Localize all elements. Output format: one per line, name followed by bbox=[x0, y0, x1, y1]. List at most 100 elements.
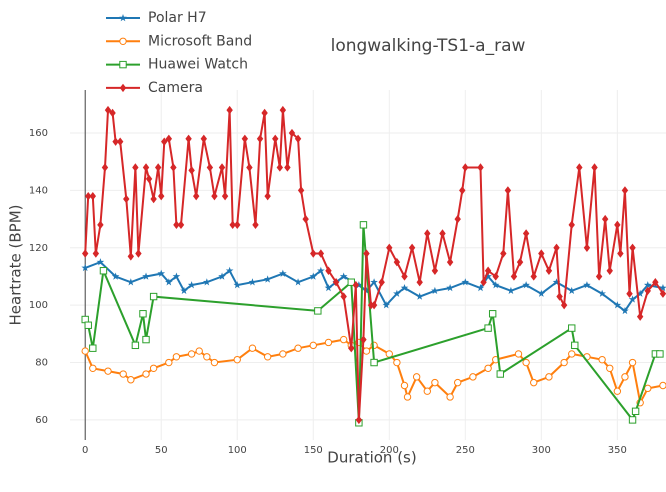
marker bbox=[378, 278, 385, 287]
y-tick-label: 140 bbox=[29, 185, 48, 196]
marker bbox=[324, 338, 333, 347]
marker bbox=[248, 278, 257, 286]
x-axis-title: Duration (s) bbox=[327, 449, 416, 467]
marker bbox=[96, 258, 105, 266]
marker bbox=[325, 266, 332, 275]
marker bbox=[400, 283, 409, 292]
marker bbox=[104, 367, 112, 375]
marker bbox=[89, 344, 97, 352]
marker bbox=[218, 163, 226, 172]
marker bbox=[552, 278, 561, 286]
x-tick-label: 200 bbox=[380, 445, 399, 456]
marker bbox=[488, 310, 497, 318]
marker bbox=[314, 307, 322, 315]
marker bbox=[172, 272, 181, 280]
marker bbox=[109, 108, 116, 118]
marker bbox=[127, 278, 135, 286]
marker bbox=[431, 286, 439, 295]
marker bbox=[538, 249, 545, 258]
marker bbox=[480, 278, 487, 287]
marker bbox=[256, 134, 264, 143]
marker bbox=[484, 266, 492, 275]
marker bbox=[386, 243, 393, 252]
marker bbox=[127, 252, 135, 261]
marker bbox=[284, 163, 291, 172]
marker bbox=[628, 295, 637, 303]
marker bbox=[446, 393, 454, 401]
marker bbox=[225, 266, 234, 274]
marker bbox=[652, 278, 659, 287]
marker bbox=[310, 249, 317, 258]
marker bbox=[522, 229, 530, 238]
marker bbox=[241, 134, 249, 143]
marker bbox=[631, 407, 640, 416]
marker bbox=[454, 378, 462, 387]
y-tick-label: 80 bbox=[35, 358, 48, 369]
marker bbox=[591, 163, 598, 172]
marker bbox=[234, 220, 241, 230]
marker bbox=[203, 278, 211, 286]
marker bbox=[187, 350, 196, 358]
marker bbox=[537, 289, 546, 297]
marker bbox=[431, 266, 439, 275]
marker bbox=[583, 243, 591, 252]
series bbox=[81, 335, 666, 407]
y-tick-label: 100 bbox=[29, 300, 48, 311]
marker bbox=[119, 14, 127, 22]
x-tick-label: 300 bbox=[532, 445, 551, 456]
marker bbox=[504, 186, 512, 195]
marker bbox=[157, 269, 166, 277]
x-tick-label: 150 bbox=[304, 445, 323, 456]
marker bbox=[403, 393, 412, 401]
marker bbox=[560, 300, 568, 310]
marker bbox=[195, 347, 203, 355]
marker bbox=[606, 364, 614, 372]
marker bbox=[317, 266, 325, 274]
marker bbox=[145, 174, 153, 184]
marker bbox=[97, 220, 104, 230]
marker bbox=[644, 384, 652, 393]
series bbox=[81, 258, 666, 315]
marker bbox=[370, 278, 378, 286]
marker bbox=[484, 324, 492, 332]
marker bbox=[370, 300, 378, 310]
marker bbox=[522, 281, 530, 289]
marker bbox=[119, 37, 127, 45]
marker bbox=[362, 347, 371, 355]
marker bbox=[288, 128, 296, 138]
marker bbox=[177, 220, 185, 230]
marker bbox=[203, 353, 211, 361]
marker bbox=[355, 281, 363, 289]
marker bbox=[89, 191, 97, 201]
marker bbox=[309, 272, 318, 280]
marker bbox=[142, 335, 150, 344]
marker bbox=[200, 134, 207, 143]
marker bbox=[294, 134, 302, 143]
marker bbox=[180, 286, 188, 295]
marker bbox=[261, 108, 268, 118]
marker bbox=[659, 381, 666, 390]
marker bbox=[85, 191, 92, 201]
marker bbox=[363, 249, 370, 258]
marker bbox=[233, 281, 242, 289]
marker bbox=[192, 191, 200, 201]
marker bbox=[644, 286, 651, 296]
marker bbox=[408, 243, 416, 252]
marker bbox=[185, 134, 192, 143]
marker bbox=[393, 257, 401, 267]
marker bbox=[461, 278, 470, 286]
marker bbox=[99, 267, 108, 275]
marker bbox=[423, 387, 431, 395]
marker bbox=[161, 137, 168, 146]
marker bbox=[469, 373, 477, 381]
series-line bbox=[84, 338, 664, 406]
x-tick-label: 100 bbox=[228, 445, 247, 456]
marker bbox=[246, 163, 253, 172]
marker bbox=[352, 280, 360, 290]
marker bbox=[614, 220, 621, 230]
series bbox=[81, 221, 664, 427]
marker bbox=[165, 358, 173, 367]
marker bbox=[626, 289, 633, 298]
marker bbox=[210, 358, 219, 367]
